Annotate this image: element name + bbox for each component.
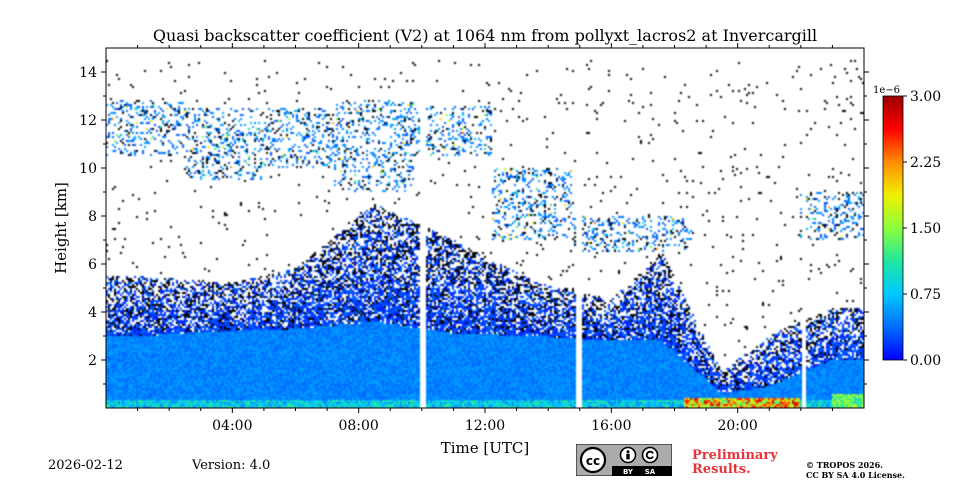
plot-area <box>106 48 864 408</box>
x-tick-label: 20:00 <box>717 418 757 434</box>
colorbar-ticks: 0.00 0.75 1.50 2.25 3.00 <box>903 89 941 369</box>
preliminary-line-1: Preliminary <box>692 448 778 463</box>
by-label: BY <box>623 468 634 476</box>
by-icon-body <box>626 453 630 460</box>
preliminary-line-2: Results. <box>692 462 751 477</box>
footer-date: 2026-02-12 <box>48 458 123 473</box>
y-tick-label: 4 <box>88 305 97 321</box>
x-axis: 04:00 08:00 12:00 16:00 20:00 <box>137 43 833 434</box>
x-tick-label: 08:00 <box>338 418 378 434</box>
license-line-2: CC BY SA 4.0 License. <box>806 470 905 480</box>
y-tick-label: 6 <box>88 257 97 273</box>
y-tick-label: 8 <box>88 209 97 225</box>
colorbar-tick-label: 0.00 <box>910 353 941 369</box>
cc-license-badge[interactable]: cc BY SA <box>576 444 672 476</box>
x-tick-label: 04:00 <box>212 418 252 434</box>
colorbar-fill <box>882 95 904 361</box>
y-axis: 2 4 6 8 10 12 14 <box>79 65 869 385</box>
license-text: © TROPOS 2026. CC BY SA 4.0 License. <box>806 460 905 480</box>
y-tick-label: 2 <box>88 353 97 369</box>
by-icon-head <box>626 450 630 454</box>
x-tick-label: 12:00 <box>465 418 505 434</box>
colorbar-tick-label: 0.75 <box>910 287 941 303</box>
y-tick-label: 10 <box>79 161 97 177</box>
x-tick-label: 16:00 <box>591 418 631 434</box>
y-axis-label: Height [km] <box>52 182 70 274</box>
cc-icon <box>579 446 607 474</box>
colorbar-tick-label: 2.25 <box>910 155 941 171</box>
backscatter-heatmap <box>106 48 864 408</box>
footer-version: Version: 4.0 <box>192 458 271 473</box>
sa-icon <box>641 446 659 464</box>
colorbar-exponent: 1e−6 <box>873 85 900 96</box>
colorbar-tick-label: 3.00 <box>910 89 941 105</box>
colorbar: 1e−6 0.00 0.75 1.50 2.25 3.00 <box>873 85 941 369</box>
chart-title: Quasi backscatter coefficient (V2) at 10… <box>153 26 817 45</box>
y-tick-label: 14 <box>79 65 97 81</box>
colorbar-tick-label: 1.50 <box>910 221 941 237</box>
license-line-1: © TROPOS 2026. <box>806 460 883 470</box>
x-axis-label: Time [UTC] <box>441 439 530 457</box>
sa-icon-arrow <box>645 450 654 460</box>
cc-badge-strip <box>612 466 672 476</box>
preliminary-notice: Preliminary Results. <box>692 449 778 477</box>
y-tick-label: 12 <box>79 113 97 129</box>
cc-icon-text: cc <box>586 454 600 468</box>
sa-label: SA <box>645 468 656 476</box>
